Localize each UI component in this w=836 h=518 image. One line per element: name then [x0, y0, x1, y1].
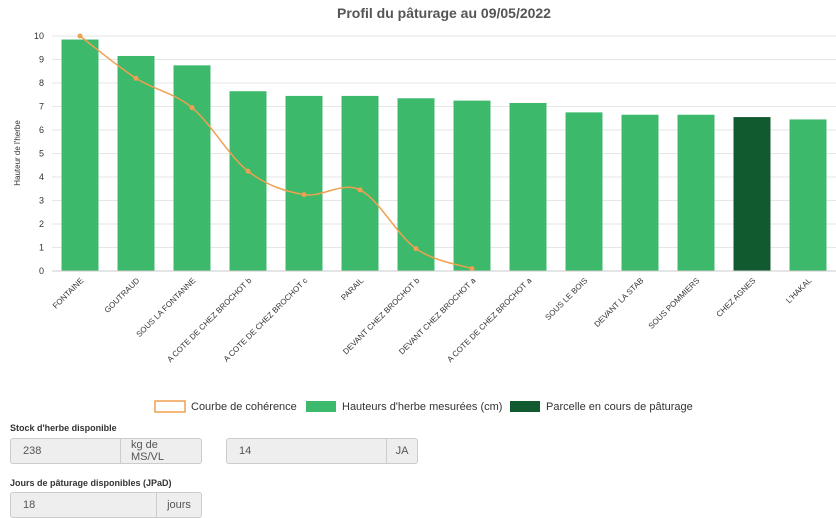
- bar: [453, 100, 491, 271]
- ja-field[interactable]: 14 JA: [226, 438, 418, 464]
- bar: [341, 95, 379, 271]
- x-tick-label: CHEZ AGNES: [715, 276, 758, 319]
- jpad-field[interactable]: 18 jours: [10, 492, 202, 518]
- jpad-unit: jours: [156, 493, 201, 517]
- stock-unit: kg de MS/VL: [120, 439, 201, 463]
- chart-title: Profil du pâturage au 09/05/2022: [337, 5, 551, 21]
- legend-label: Hauteurs d'herbe mesurées (cm): [342, 401, 502, 413]
- line-point: [469, 266, 475, 272]
- y-tick-label: 10: [34, 31, 44, 41]
- stock-field[interactable]: 238 kg de MS/VL: [10, 438, 202, 464]
- bar: [117, 55, 155, 271]
- bar: [509, 102, 547, 271]
- stock-label: Stock d'herbe disponible: [10, 423, 117, 433]
- x-tick-label: SOUS LE BOIS: [543, 276, 589, 322]
- y-tick-label: 0: [39, 266, 44, 276]
- line: [79, 35, 473, 270]
- chart: Profil du pâturage au 09/05/2022 Hauteur…: [13, 5, 836, 413]
- y-axis-label: Hauteur de l'herbe: [13, 120, 22, 186]
- bar: [621, 114, 659, 271]
- legend-swatch: [306, 401, 336, 412]
- y-tick-label: 9: [39, 55, 44, 65]
- bar: [733, 117, 771, 271]
- line-point: [357, 187, 363, 193]
- y-tick-label: 2: [39, 219, 44, 229]
- y-tick-label: 8: [39, 78, 44, 88]
- legend-swatch: [154, 400, 186, 413]
- line-point: [301, 192, 307, 198]
- legend-label: Courbe de cohérence: [191, 401, 297, 413]
- bar: [565, 112, 603, 271]
- legend-swatch: [510, 401, 540, 412]
- bar: [229, 91, 267, 271]
- line-point: [245, 168, 251, 174]
- bar: [397, 98, 435, 272]
- bar: [677, 114, 715, 271]
- line-point: [189, 105, 195, 111]
- y-tick-label: 1: [39, 243, 44, 253]
- x-tick-label: GOUTRAUD: [103, 276, 142, 315]
- ja-value: 14: [239, 445, 252, 457]
- bar: [789, 119, 827, 271]
- ja-unit: JA: [386, 439, 417, 463]
- x-tick-label: DEVANT LA STAB: [593, 276, 646, 329]
- y-tick-label: 4: [39, 172, 44, 182]
- jpad-label: Jours de pâturage disponibles (JPaD): [10, 478, 172, 488]
- bar: [61, 39, 99, 272]
- x-tick-label: FONTAINE: [51, 276, 86, 311]
- x-tick-label: SOUS LA FONTANNE: [135, 276, 198, 339]
- line-point: [413, 246, 419, 252]
- y-tick-label: 6: [39, 125, 44, 135]
- line-point: [133, 75, 139, 81]
- bar: [285, 95, 323, 271]
- x-tick-label: L'HAKAL: [784, 276, 814, 306]
- y-tick-label: 5: [39, 149, 44, 159]
- y-tick-label: 3: [39, 196, 44, 206]
- y-tick-label: 7: [39, 102, 44, 112]
- legend-label: Parcelle en cours de pâturage: [546, 401, 693, 413]
- x-tick-label: PARAIL: [339, 276, 365, 302]
- jpad-value: 18: [23, 499, 36, 511]
- stock-value: 238: [23, 445, 42, 457]
- x-tick-label: SOUS POMMIERS: [647, 276, 702, 331]
- line-point: [77, 33, 83, 39]
- bar: [173, 65, 211, 271]
